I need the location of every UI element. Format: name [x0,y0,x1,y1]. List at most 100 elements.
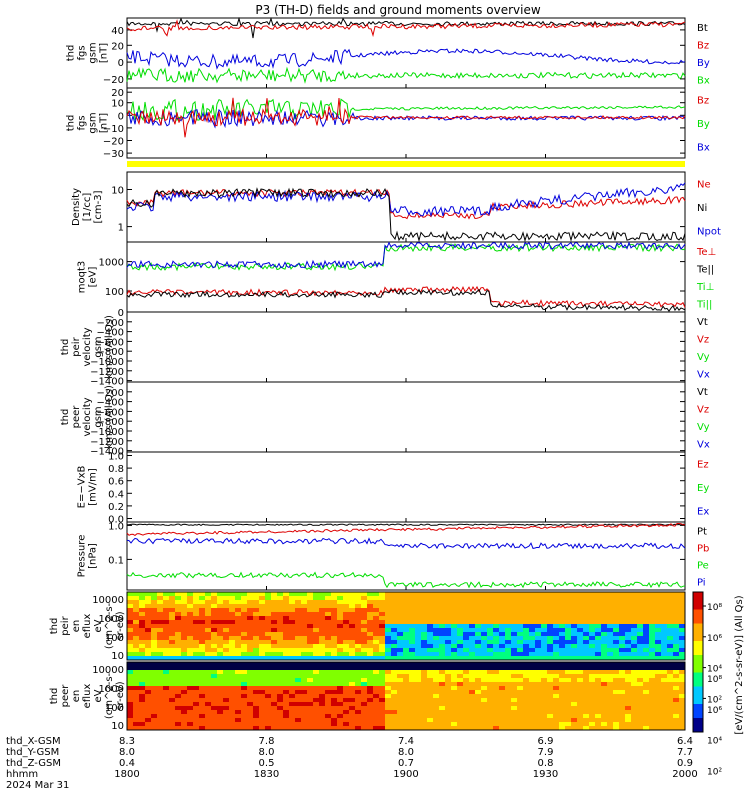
spec-cell [517,600,524,605]
spec-cell [331,698,338,703]
y-tick-label: 10 [111,721,124,732]
spec-cell [481,702,488,707]
spec-cell [451,600,458,605]
spec-cell [643,612,650,617]
spec-cell [631,628,638,633]
spec-cell [235,592,242,597]
spec-cell [343,702,350,707]
spec-cell [649,690,656,695]
spec-cell [229,726,236,731]
spec-cell [127,636,134,641]
spec-cell [655,722,662,727]
spec-cell [127,710,134,715]
spec-cell [295,640,302,645]
spec-cell [619,612,626,617]
spec-cell [571,714,578,719]
spec-cell [565,612,572,617]
y-tick-label: −20 [103,75,124,86]
spec-cell [541,682,548,687]
spec-cell [433,702,440,707]
spec-cell [151,682,158,687]
spec-cell [385,592,392,597]
spec-cell [631,726,638,731]
spec-cell [349,718,356,723]
spec-cell [493,624,500,629]
spec-cell [607,628,614,633]
spec-cell [529,640,536,645]
spec-cell [661,636,668,641]
spec-cell [313,690,320,695]
spec-cell [649,722,656,727]
spec-cell [349,644,356,649]
spec-cell [331,600,338,605]
spec-cell [607,632,614,637]
spec-cell [247,656,254,661]
spec-cell [319,632,326,637]
spec-cell [199,600,206,605]
spec-cell [235,714,242,719]
spec-cell [463,612,470,617]
spec-cell [313,592,320,597]
spec-cell [373,714,380,719]
spec-cell [163,666,170,671]
spec-cell [331,662,338,667]
spec-cell [541,722,548,727]
spec-cell [565,690,572,695]
spec-cell [517,690,524,695]
spec-cell [679,624,686,629]
spec-cell [619,608,626,613]
spec-cell [655,628,662,633]
spec-cell [619,644,626,649]
spec-cell [187,698,194,703]
spec-cell [289,620,296,625]
spec-cell [151,698,158,703]
spec-cell [367,698,374,703]
ephem-row-label: thd_X-GSM [6,736,61,747]
spec-cell [223,670,230,675]
spec-cell [229,604,236,609]
spec-cell [475,722,482,727]
spec-cell [325,710,332,715]
spec-cell [127,686,134,691]
spec-cell [151,666,158,671]
spec-cell [505,682,512,687]
spec-cell [475,682,482,687]
spec-cell [463,652,470,657]
spec-cell [415,698,422,703]
spec-cell [127,604,134,609]
spec-cell [313,670,320,675]
spec-cell [145,648,152,653]
spec-cell [127,674,134,679]
spec-cell [193,644,200,649]
spec-cell [325,632,332,637]
spec-cell [535,726,542,731]
spec-cell [283,722,290,727]
spec-cell [289,702,296,707]
spec-cell [553,628,560,633]
spec-cell [301,640,308,645]
spec-cell [499,690,506,695]
spec-cell [277,690,284,695]
spec-cell [517,714,524,719]
spec-cell [235,612,242,617]
spec-cell [475,718,482,723]
spec-cell [415,714,422,719]
spec-cell [247,674,254,679]
spec-cell [217,624,224,629]
spec-cell [295,592,302,597]
spec-cell [211,686,218,691]
spec-cell [517,596,524,601]
spec-cell [469,714,476,719]
spec-cell [145,714,152,719]
spec-cell [163,722,170,727]
colorbar-cell [693,637,703,642]
spec-cell [559,702,566,707]
spec-cell [511,648,518,653]
spec-cell [523,674,530,679]
spec-cell [673,644,680,649]
spec-cell [355,604,362,609]
y-axis-label: velocity [82,327,93,366]
spec-cell [637,624,644,629]
spec-cell [499,722,506,727]
spec-cell [253,678,260,683]
